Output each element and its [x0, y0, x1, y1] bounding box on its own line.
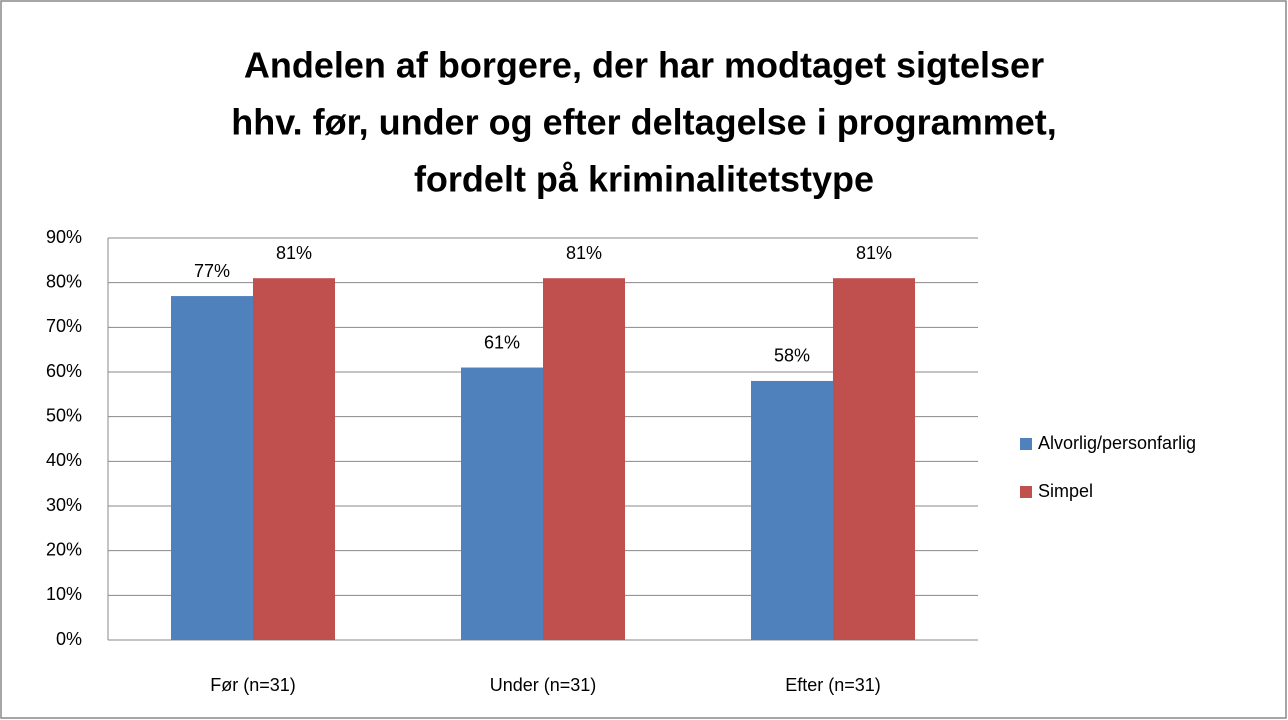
legend-swatch [1020, 486, 1032, 498]
y-tick-label: 70% [46, 316, 82, 336]
y-tick-label: 0% [56, 629, 82, 649]
legend-label: Simpel [1038, 481, 1093, 501]
data-label: 81% [566, 243, 602, 263]
y-tick-label: 40% [46, 450, 82, 470]
x-tick-label: Efter (n=31) [785, 675, 881, 695]
bar [751, 380, 833, 640]
chart-title: hhv. før, under og efter deltagelse i pr… [231, 102, 1057, 143]
legend-label: Alvorlig/personfarlig [1038, 433, 1196, 453]
bar [543, 278, 625, 640]
y-tick-label: 10% [46, 584, 82, 604]
y-tick-label: 30% [46, 495, 82, 515]
x-tick-label: Før (n=31) [210, 675, 296, 695]
data-label: 61% [484, 332, 520, 352]
bar [253, 278, 335, 640]
chart-title: fordelt på kriminalitetstype [414, 159, 874, 200]
data-label: 58% [774, 346, 810, 366]
legend-swatch [1020, 438, 1032, 450]
y-tick-label: 80% [46, 271, 82, 291]
chart-title: Andelen af borgere, der har modtaget sig… [244, 45, 1044, 86]
bar [833, 278, 915, 640]
data-label: 81% [276, 243, 312, 263]
bar [461, 367, 543, 640]
y-tick-label: 50% [46, 405, 82, 425]
x-tick-label: Under (n=31) [490, 675, 597, 695]
data-label: 77% [194, 261, 230, 281]
y-tick-label: 20% [46, 539, 82, 559]
data-label: 81% [856, 243, 892, 263]
y-tick-label: 90% [46, 227, 82, 247]
y-tick-label: 60% [46, 361, 82, 381]
bar [171, 296, 253, 640]
